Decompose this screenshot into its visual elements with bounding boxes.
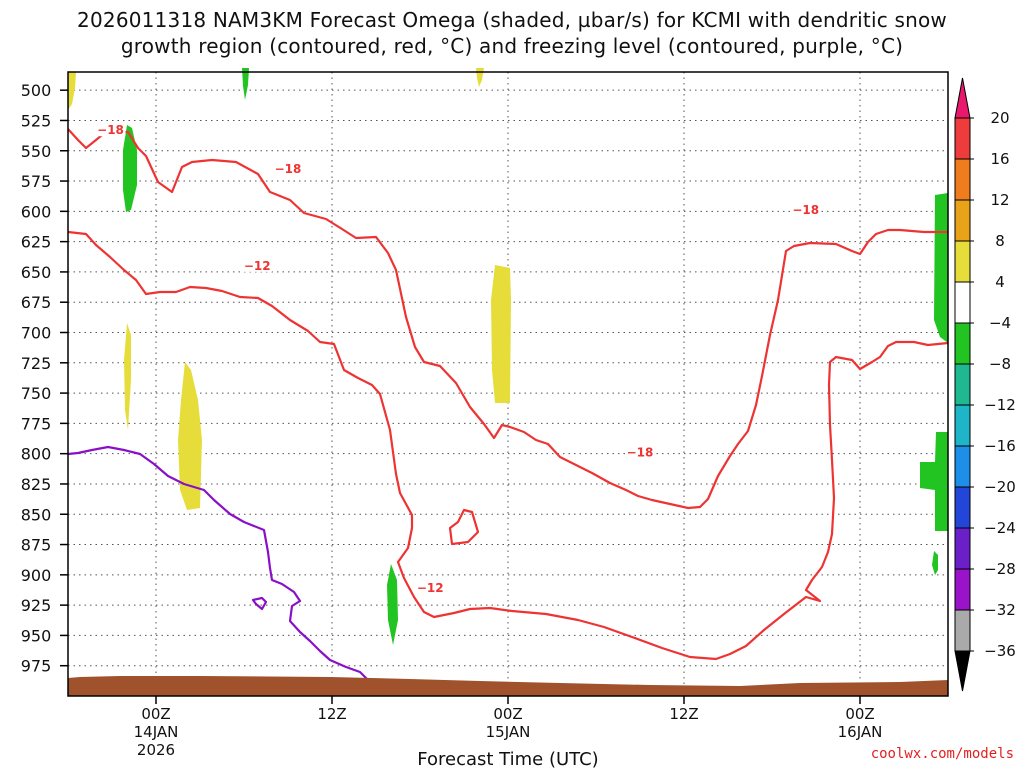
y-tick-label: 700 xyxy=(21,324,52,343)
contour-label-bg xyxy=(790,202,821,217)
colorbar-swatch xyxy=(954,117,971,160)
colorbar-swatch xyxy=(954,609,971,652)
colorbar-label: 20 xyxy=(990,109,1009,127)
colorbar-label: −28 xyxy=(984,560,1016,578)
colorbar: 20 16 12 8 4 −4 −8 −12 −16 −20 −24 −28 −32 −36 xyxy=(954,77,1016,692)
chart-title-line1: 2026011318 NAM3KM Forecast Omega (shaded… xyxy=(77,8,947,32)
y-tick-label: 525 xyxy=(21,111,52,130)
contour-label-bg xyxy=(273,160,303,175)
contour-label: −18 xyxy=(792,203,819,217)
y-tick-label: 775 xyxy=(21,414,52,433)
y-tick-label: 975 xyxy=(21,657,52,676)
y-tick-label: 925 xyxy=(21,596,52,615)
y-tick-label: 625 xyxy=(21,233,52,252)
freezing-level-line xyxy=(67,445,369,681)
omega-green-patch xyxy=(920,432,948,531)
colorbar-swatch xyxy=(954,568,971,611)
colorbar-bottom-triangle xyxy=(954,650,971,692)
omega-green-patch xyxy=(123,125,137,212)
contour-label-bg xyxy=(625,444,655,459)
x-tick-label: 12Z xyxy=(669,705,698,723)
colorbar-label: −36 xyxy=(984,642,1016,660)
contour-label: −12 xyxy=(244,259,271,273)
colorbar-swatch xyxy=(954,486,971,529)
omega-green-patch xyxy=(387,564,398,645)
colorbar-swatch xyxy=(954,363,971,406)
colorbar-label: −4 xyxy=(989,314,1011,332)
omega-yellow-patch xyxy=(491,265,511,403)
contour-label-bg xyxy=(95,122,126,137)
y-tick-label: 575 xyxy=(21,172,52,191)
isotherm-minus-12 xyxy=(67,230,949,661)
x-tick-label: 2026 xyxy=(137,741,175,759)
colorbar-label: −20 xyxy=(984,478,1016,496)
x-tick-label: 12Z xyxy=(317,705,346,723)
y-tick-label: 825 xyxy=(21,475,52,494)
y-tick-label: 850 xyxy=(21,505,52,524)
omega-yellow-patch xyxy=(124,323,131,430)
colorbar-swatch xyxy=(954,404,971,447)
contour-label: −12 xyxy=(417,581,444,595)
contour-labels: −18 −18 −12 −18 −12 −18 xyxy=(95,122,821,595)
x-tick-label: 00Z xyxy=(493,705,522,723)
x-tick-label: 00Z xyxy=(141,705,170,723)
colorbar-label: −32 xyxy=(984,601,1016,619)
isotherm-minus-18 xyxy=(67,128,948,510)
y-tick-label: 900 xyxy=(21,566,52,585)
colorbar-top-triangle xyxy=(954,77,971,119)
y-tick-label: 800 xyxy=(21,445,52,464)
x-tick-label: 00Z xyxy=(845,705,874,723)
y-tick-label: 750 xyxy=(21,384,52,403)
colorbar-label: −16 xyxy=(984,437,1016,455)
colorbar-swatch xyxy=(954,322,971,365)
x-axis-label: Forecast Time (UTC) xyxy=(417,749,598,768)
credit-text: coolwx.com/models xyxy=(870,746,1014,762)
freezing-level-contour xyxy=(67,445,369,681)
y-tick-label: 875 xyxy=(21,536,52,555)
y-tick-label: 675 xyxy=(21,293,52,312)
contour-label-bg xyxy=(242,257,273,272)
colorbar-label: −8 xyxy=(989,355,1011,373)
y-tick-label: 500 xyxy=(21,81,52,100)
colorbar-label: 16 xyxy=(990,150,1009,168)
x-tick-label: 15JAN xyxy=(486,723,531,741)
omega-green-patch xyxy=(242,68,249,100)
colorbar-label: 8 xyxy=(995,232,1005,250)
contour-label: −18 xyxy=(627,445,654,459)
colorbar-swatch xyxy=(954,240,971,283)
chart-title-line2: growth region (contoured, red, °C) and f… xyxy=(120,34,904,58)
colorbar-swatch xyxy=(954,445,971,488)
y-tick-label: 600 xyxy=(21,202,52,221)
colorbar-swatch xyxy=(954,199,971,242)
colorbar-swatch xyxy=(954,527,971,570)
isotherm-contours xyxy=(67,128,949,661)
colorbar-label: −12 xyxy=(984,396,1016,414)
isotherm-minus-12-closed xyxy=(448,508,480,546)
omega-yellow-patch xyxy=(68,72,76,110)
y-axis: 500 525 550 575 600 625 650 675 700 725 750 775 800 8… xyxy=(21,81,68,676)
contour-label: −18 xyxy=(97,123,124,137)
omega-shading xyxy=(68,68,948,645)
freezing-level-closed xyxy=(251,596,268,611)
x-tick-label: 16JAN xyxy=(838,723,883,741)
omega-yellow-patch xyxy=(178,362,202,510)
colorbar-swatch xyxy=(954,281,971,324)
y-tick-label: 725 xyxy=(21,354,52,373)
contour-label: −18 xyxy=(275,162,302,176)
colorbar-label: 12 xyxy=(990,191,1009,209)
omega-green-patch xyxy=(934,193,948,343)
omega-green-patch xyxy=(932,551,938,575)
x-tick-label: 14JAN xyxy=(134,723,179,741)
y-tick-label: 650 xyxy=(21,263,52,282)
terrain-surface xyxy=(68,676,948,696)
colorbar-label: 4 xyxy=(995,273,1005,291)
y-tick-label: 950 xyxy=(21,626,52,645)
colorbar-swatch xyxy=(954,158,971,201)
contour-label-bg xyxy=(415,580,446,595)
y-tick-label: 550 xyxy=(21,142,52,161)
colorbar-label: −24 xyxy=(984,519,1016,537)
